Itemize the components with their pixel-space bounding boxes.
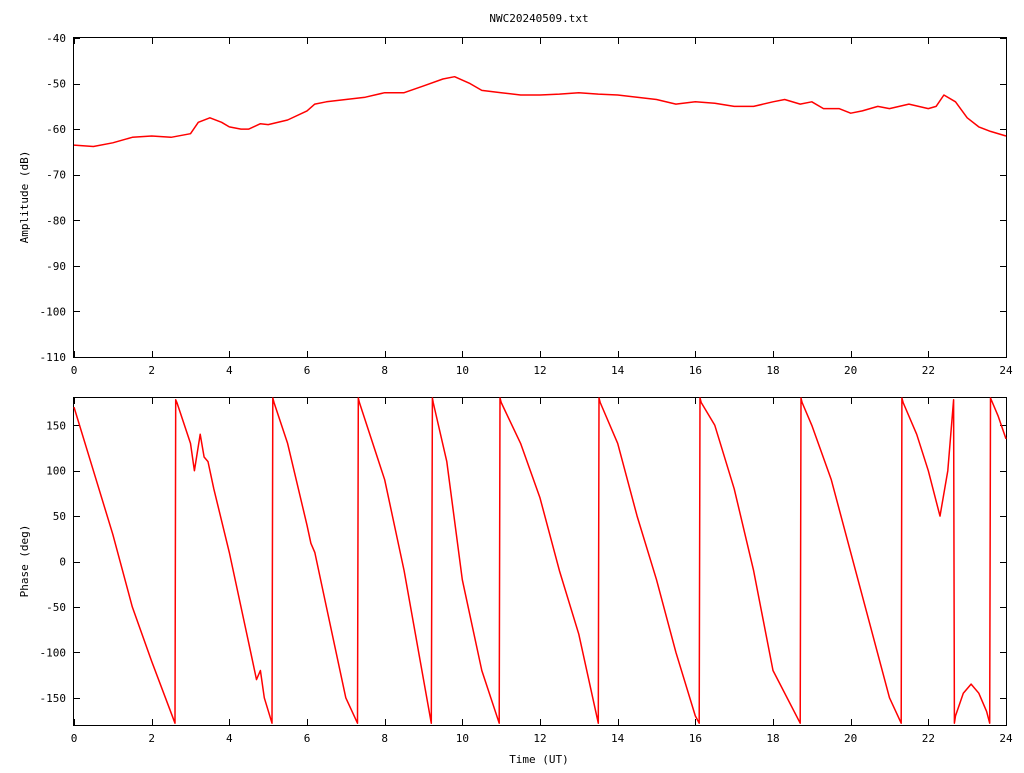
phase-x-axis-label: Time (UT) (509, 753, 569, 766)
phase-x-tick-label: 4 (226, 732, 233, 745)
phase-x-tick-label: 14 (611, 732, 625, 745)
phase-y-tick-label: 50 (53, 510, 66, 523)
amplitude-panel: 0 2 4 6 8 10 12 14 16 18 20 22 24-40-50-60-70-80-90-… (18, 32, 1013, 377)
phase-x-tick-label: 0 (71, 732, 78, 745)
amplitude-y-tick-label: -50 (46, 78, 66, 91)
amplitude-x-tick-label: 10 (456, 364, 469, 377)
phase-y-tick-label: -150 (40, 692, 67, 705)
amplitude-x-tick-label: 12 (533, 364, 546, 377)
amplitude-y-tick-label: -40 (46, 32, 66, 45)
amplitude-x-tick-label: 16 (689, 364, 702, 377)
amplitude-axis-ticks: 0 2 4 6 8 10 12 14 16 18 20 22 24-40-50-60-70-80-90-… (40, 32, 1013, 377)
phase-y-tick-label: -100 (40, 646, 67, 659)
phase-x-tick-label: 16 (689, 732, 702, 745)
amplitude-x-tick-label: 14 (611, 364, 625, 377)
amplitude-y-tick-label: -80 (46, 214, 66, 227)
amplitude-x-tick-label: 22 (922, 364, 935, 377)
amplitude-series-line (73, 75, 1007, 148)
phase-series (73, 397, 1007, 724)
phase-panel: 0 2 4 6 8 10 12 14 16 18 20 22 24150100500-50-100-15… (18, 397, 1013, 766)
amplitude-plot-frame (73, 37, 1007, 358)
amplitude-y-tick-label: -90 (46, 260, 66, 273)
amplitude-y-tick-label: -100 (40, 305, 67, 318)
phase-x-tick-label: 20 (844, 732, 857, 745)
phase-plot-frame (73, 397, 1007, 726)
phase-y-tick-label: -50 (46, 601, 66, 614)
phase-x-tick-label: 2 (148, 732, 155, 745)
phase-x-tick-label: 22 (922, 732, 935, 745)
amplitude-x-tick-label: 2 (148, 364, 155, 377)
phase-series-line (73, 397, 1007, 724)
phase-y-tick-label: 100 (46, 465, 66, 478)
amplitude-x-tick-label: 24 (999, 364, 1013, 377)
phase-x-tick-label: 8 (381, 732, 388, 745)
chart-title: NWC20240509.txt (489, 12, 588, 25)
phase-x-tick-label: 18 (766, 732, 779, 745)
phase-y-axis-label: Phase (deg) (18, 525, 31, 598)
phase-x-tick-label: 24 (999, 732, 1013, 745)
phase-x-tick-label: 10 (456, 732, 469, 745)
phase-y-tick-label: 0 (59, 556, 66, 569)
amplitude-y-axis-label: Amplitude (dB) (18, 151, 31, 244)
amplitude-x-tick-label: 0 (71, 364, 78, 377)
amplitude-x-tick-label: 8 (381, 364, 388, 377)
phase-x-tick-label: 12 (533, 732, 546, 745)
amplitude-y-tick-label: -70 (46, 169, 66, 182)
phase-axis-ticks: 0 2 4 6 8 10 12 14 16 18 20 22 24150100500-50-100-15… (40, 398, 1013, 745)
amplitude-series (73, 75, 1007, 148)
amplitude-x-tick-label: 4 (226, 364, 233, 377)
amplitude-y-tick-label: -110 (40, 351, 67, 364)
phase-x-tick-label: 6 (304, 732, 311, 745)
amplitude-x-tick-label: 6 (304, 364, 311, 377)
amplitude-x-tick-label: 20 (844, 364, 857, 377)
phase-y-tick-label: 150 (46, 419, 66, 432)
amplitude-y-tick-label: -60 (46, 123, 66, 136)
amplitude-x-tick-label: 18 (766, 364, 779, 377)
